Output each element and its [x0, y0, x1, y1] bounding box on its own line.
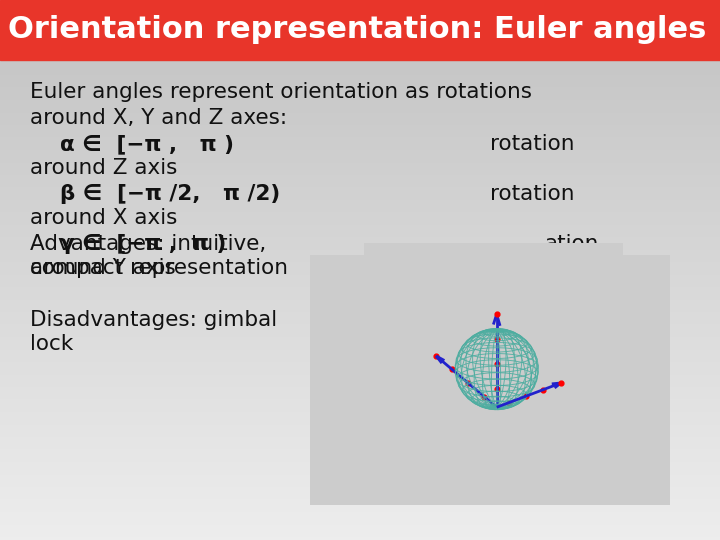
Text: lock: lock	[30, 334, 73, 354]
Bar	[310, 255, 670, 505]
Text: Orientation representation: Euler angles: Orientation representation: Euler angles	[8, 16, 706, 44]
Text: α ∈  [−π ,   π ): α ∈ [−π , π )	[60, 134, 234, 154]
Text: around X, Y and Z axes:: around X, Y and Z axes:	[30, 108, 287, 128]
Text: around Y axis: around Y axis	[30, 258, 176, 278]
Text: rotation: rotation	[490, 184, 575, 204]
Text: around Z axis: around Z axis	[30, 158, 177, 178]
Text: Disadvantages: gimbal: Disadvantages: gimbal	[30, 310, 277, 330]
Text: rotation: rotation	[490, 134, 575, 154]
Text: Euler angles represent orientation as rotations: Euler angles represent orientation as ro…	[30, 82, 532, 102]
Text: ation: ation	[545, 234, 599, 254]
Text: around X axis: around X axis	[30, 208, 177, 228]
Text: Advantages: intuitive,: Advantages: intuitive,	[30, 234, 266, 254]
Bar	[0, 0, 720, 60]
Text: γ ∈  [−π ,  π ): γ ∈ [−π , π )	[60, 234, 226, 254]
Text: β ∈  [−π /2,   π /2): β ∈ [−π /2, π /2)	[60, 184, 280, 204]
Text: compact representation: compact representation	[30, 258, 288, 278]
